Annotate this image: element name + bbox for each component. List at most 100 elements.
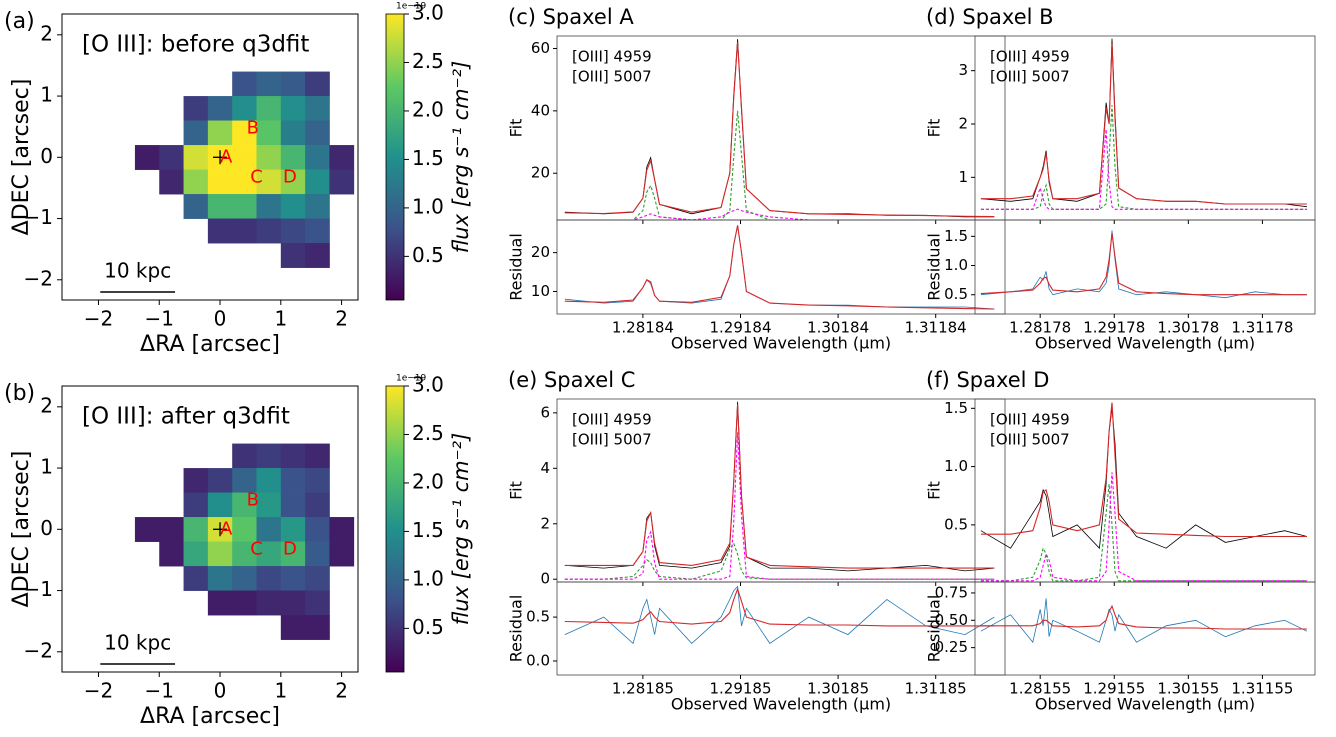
spaxel-marker: B: [247, 118, 259, 139]
map-pixel: [256, 71, 282, 97]
y-tick-label: 1: [40, 455, 53, 479]
x-axis-label: Observed Wavelength (μm): [1035, 695, 1255, 714]
spectrum-line: [980, 233, 1307, 296]
map-pixel: [280, 468, 306, 493]
colorbar-tick-label: 1.0: [412, 194, 444, 218]
y-tick-label: 1.0: [944, 256, 968, 274]
y-axis-label: Fit: [925, 119, 944, 138]
panel-title: (c) Spaxel A: [508, 5, 634, 29]
map-title: [O III]: after q3dfit: [82, 404, 290, 430]
x-tick-label: 0: [214, 679, 227, 703]
x-tick-label: 2: [335, 307, 348, 331]
colorbar-tick-label: 2.0: [412, 469, 444, 493]
map-pixel: [305, 71, 330, 97]
map-pixel: [280, 96, 306, 121]
map-pixel: [305, 243, 330, 268]
map-pixel: [280, 590, 306, 616]
map-pixel: [183, 517, 209, 542]
line-annotation: [OIII] 5007: [572, 68, 652, 86]
y-tick-label: 2: [540, 514, 550, 532]
map-pixel: [256, 169, 282, 195]
map-pixel: [159, 145, 184, 170]
map-pixel: [329, 145, 355, 170]
panel-label: (b): [4, 381, 35, 406]
map-pixel: [207, 566, 233, 591]
colorbar-scale: 1e−19: [396, 374, 427, 384]
map-pixel: [305, 443, 330, 469]
spectrum-line: [564, 585, 995, 645]
colorbar-tick-label: 2.0: [412, 97, 444, 121]
panel-label: (a): [4, 9, 35, 34]
map-pixel: [232, 492, 257, 518]
x-tick-label: 1.30185: [807, 680, 869, 698]
spectrum-line: [564, 404, 995, 569]
map-pixel: [256, 443, 282, 469]
colorbar-tick-label: 0.5: [412, 615, 444, 639]
axes-frame: [556, 581, 1006, 676]
y-tick-label: 0.5: [526, 608, 550, 626]
map-pixel: [305, 492, 330, 518]
colorbar-tick-label: 3.0: [412, 1, 444, 25]
x-axis-label: Observed Wavelength (μm): [671, 334, 891, 353]
y-tick-label: −1: [24, 577, 53, 601]
map-pixel: [232, 468, 257, 493]
x-tick-label: 1.28185: [612, 680, 674, 698]
colorbar-tick-label: 1.5: [412, 146, 444, 170]
x-tick-label: 1.29155: [1083, 680, 1145, 698]
map-pixel: [232, 96, 257, 121]
spectrum-line: [980, 484, 1307, 582]
map-pixel: [159, 517, 184, 542]
map-pixel: [183, 492, 209, 518]
y-tick-label: 0: [540, 570, 550, 588]
map-pixel: [159, 541, 184, 567]
map-pixel: [232, 590, 257, 616]
scale-bar-label: 10 kpc: [104, 259, 171, 283]
map-pixel: [280, 492, 306, 518]
map-pixel: [183, 541, 209, 567]
spectrum-line: [980, 402, 1307, 538]
map-pixel: [305, 468, 330, 493]
y-axis-label: Fit: [507, 481, 526, 500]
panel-title: (e) Spaxel C: [508, 368, 635, 392]
map-pixel: [232, 541, 257, 567]
y-axis-label: Residual: [507, 233, 526, 301]
x-tick-label: 1.30178: [1157, 319, 1219, 337]
line-annotation: [OIII] 4959: [990, 48, 1070, 66]
spectrum-line: [564, 587, 995, 627]
x-tick-label: 1.29185: [709, 680, 771, 698]
map-pixel: [232, 194, 257, 219]
map-title: [O III]: before q3dfit: [82, 32, 309, 58]
colorbar-tick-label: 1.0: [412, 566, 444, 590]
map-pixel: [207, 96, 233, 121]
colorbar-tick-label: 1.5: [412, 518, 444, 542]
map-pixel: [207, 492, 233, 518]
spaxel-marker: C: [250, 539, 263, 560]
colorbar-tick-label: 3.0: [412, 373, 444, 397]
axes-frame: [974, 581, 1316, 676]
map-pixel: [134, 145, 160, 170]
y-tick-label: 6: [540, 403, 550, 421]
panel-title: (d) Spaxel B: [926, 5, 1054, 29]
map-pixel: [256, 468, 282, 493]
map-pixel: [280, 169, 306, 195]
y-tick-label: 2: [958, 115, 968, 133]
map-pixel: [256, 492, 282, 518]
spectrum-line: [564, 225, 995, 310]
spectrum-line: [980, 105, 1307, 210]
spaxel-marker: B: [247, 490, 259, 511]
map-pixel: [305, 590, 330, 616]
x-tick-label: 0: [214, 307, 227, 331]
y-tick-label: 0.25: [935, 638, 968, 656]
spaxel-marker: C: [250, 167, 263, 188]
x-tick-label: 1.29184: [709, 319, 771, 337]
colorbar-label: flux [erg s⁻¹ cm⁻²]: [449, 61, 473, 254]
map-pixel: [207, 120, 233, 146]
line-annotation: [OIII] 5007: [990, 68, 1070, 86]
map-pixel: [183, 120, 209, 146]
y-tick-label: 2: [40, 393, 53, 417]
map-pixel: [207, 169, 233, 195]
colorbar: [385, 385, 405, 673]
line-annotation: [OIII] 5007: [990, 431, 1070, 449]
